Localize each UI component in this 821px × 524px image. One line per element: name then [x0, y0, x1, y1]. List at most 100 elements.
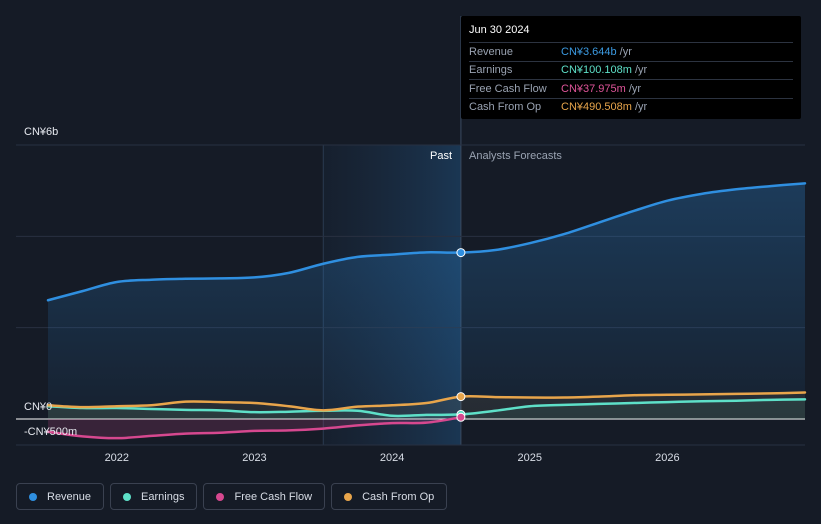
cash-from-op-point-20: [735, 393, 737, 395]
free-cash-flow-point-9: [356, 424, 359, 427]
cash-from-op-point-2: [116, 405, 118, 408]
tooltip-unit: /yr: [634, 64, 648, 77]
earnings-point-10: [391, 415, 393, 417]
revenue-point-1: [81, 290, 84, 292]
cash-from-op-point-6: [253, 402, 256, 404]
cash-from-op-point-10: [391, 404, 393, 407]
revenue-point-14: [528, 242, 531, 244]
tooltip-unit: /yr: [634, 101, 648, 114]
earnings-point-17: [632, 402, 634, 404]
tooltip-value: CN¥37.975m: [561, 82, 626, 95]
free-cash-flow-dot-icon: [216, 492, 225, 501]
revenue-point-21: [769, 185, 772, 187]
cash-from-op-dot-icon: [344, 492, 353, 501]
revenue-point-22: [804, 182, 806, 185]
legend-item-free-cash-flow[interactable]: Free Cash Flow: [203, 483, 326, 510]
revenue-point-5: [219, 277, 221, 280]
legend-item-revenue[interactable]: Revenue: [16, 483, 105, 510]
earnings-point-2: [116, 407, 118, 409]
legend-item-earnings[interactable]: Earnings: [110, 483, 198, 510]
revenue-point-2: [116, 281, 118, 283]
tooltip-row-free-cash-flow: Free Cash Flow CN¥37.975m /yr: [469, 80, 793, 99]
earnings-point-15: [563, 404, 565, 406]
revenue-point-8: [322, 262, 325, 265]
legend-item-cash-from-op[interactable]: Cash From Op: [331, 483, 448, 510]
revenue-point-4: [184, 278, 187, 280]
cash-from-op-point-14: [528, 396, 531, 399]
cash-from-op-point-21: [769, 392, 772, 395]
legend-label: Cash From Op: [362, 490, 435, 503]
earnings-point-22: [804, 398, 806, 401]
free-cash-flow-point-6: [253, 430, 256, 432]
cash-from-op-point-19: [700, 393, 703, 396]
tooltip-value: CN¥100.108m: [561, 64, 632, 77]
free-cash-flow-point-3: [150, 435, 153, 437]
legend-label: Free Cash Flow: [234, 490, 313, 503]
x-tick-2024: 2024: [380, 452, 404, 464]
revenue-dot-icon: [29, 492, 37, 501]
revenue-point-7: [288, 272, 290, 274]
tooltip-row-earnings: Earnings CN¥100.108m /yr: [469, 62, 793, 80]
free-cash-flow-point-5: [219, 431, 221, 434]
tooltip-name: Cash From Op: [469, 101, 542, 114]
earnings-point-19: [700, 400, 703, 402]
earnings-point-18: [666, 401, 669, 403]
free-cash-flow-point-0: [47, 430, 49, 433]
legend-label: Earnings: [141, 490, 185, 503]
earnings-point-4: [184, 409, 187, 411]
cash-from-op-point-0: [47, 404, 49, 407]
free-cash-flow-point-4: [184, 432, 187, 435]
tooltip-name: Free Cash Flow: [469, 82, 547, 95]
tooltip-unit: /yr: [619, 45, 632, 58]
x-tick-2026: 2026: [655, 452, 679, 464]
cash-from-op-point-17: [632, 394, 634, 397]
cash-from-op-point-4: [184, 400, 187, 403]
earnings-point-7: [288, 410, 290, 413]
free-cash-flow-highlight-marker: [456, 412, 466, 422]
tooltip-value: CN¥490.508m: [561, 101, 632, 114]
cash-from-op-point-11: [425, 402, 428, 404]
cash-from-op-point-15: [563, 396, 565, 399]
revenue-point-10: [391, 253, 393, 256]
earnings-dot-icon: [123, 492, 132, 501]
cash-from-op-point-7: [288, 405, 290, 408]
earnings-point-20: [735, 399, 737, 402]
tooltip-row-revenue: Revenue CN¥3.644b /yr: [469, 43, 793, 62]
revenue-highlight-marker: [456, 248, 466, 258]
y-tick-neg500m: -CN¥500m: [24, 426, 78, 438]
y-tick-6b: CN¥6b: [24, 126, 59, 138]
earnings-point-9: [356, 409, 359, 412]
cash-from-op-point-9: [356, 405, 359, 408]
tooltip-date: Jun 30 2024: [469, 24, 793, 43]
cash-from-op-point-8: [322, 409, 325, 412]
revenue-point-17: [632, 210, 634, 213]
earnings-point-11: [425, 414, 428, 416]
earnings-point-13: [494, 409, 497, 412]
revenue-point-9: [356, 256, 359, 258]
revenue-point-11: [425, 251, 428, 254]
revenue-point-20: [735, 188, 737, 191]
forecast-label: Analysts Forecasts: [469, 150, 562, 162]
cash-from-op-point-1: [81, 406, 84, 408]
past-label: Past: [430, 150, 453, 162]
earnings-point-3: [150, 408, 153, 410]
legend: Revenue Earnings Free Cash Flow Cash Fro…: [16, 483, 448, 510]
free-cash-flow-point-10: [391, 422, 393, 424]
free-cash-flow-point-8: [322, 427, 325, 430]
tooltip-name: Earnings: [469, 64, 513, 77]
x-tick-2025: 2025: [517, 452, 541, 464]
tooltip-unit: /yr: [628, 82, 642, 95]
tooltip-row-cash-from-op: Cash From Op CN¥490.508m /yr: [469, 99, 793, 117]
revenue-point-18: [666, 199, 669, 202]
free-cash-flow-area: [48, 417, 461, 439]
x-tick-2023: 2023: [242, 452, 266, 464]
legend-label: Revenue: [47, 490, 92, 503]
revenue-point-19: [700, 193, 703, 195]
cash-from-op-point-22: [804, 391, 806, 394]
cash-from-op-point-5: [219, 401, 221, 403]
cash-from-op-highlight-marker: [456, 392, 466, 402]
cash-from-op-point-16: [597, 395, 600, 398]
revenue-area: [48, 183, 805, 419]
free-cash-flow-point-7: [288, 429, 290, 432]
revenue-point-15: [563, 233, 565, 235]
